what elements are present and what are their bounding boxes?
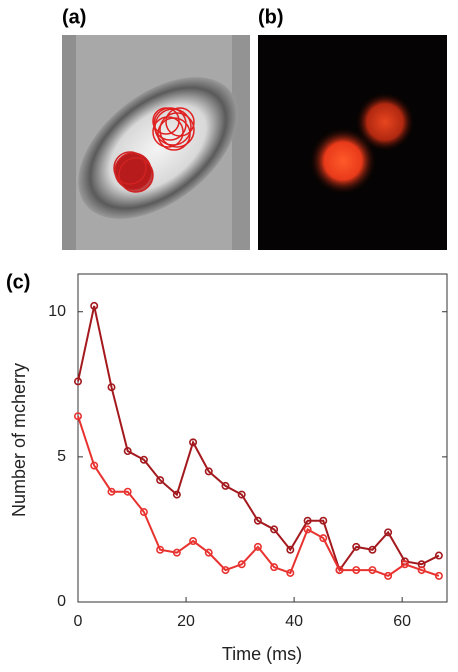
- y-tick-label: 10: [48, 303, 66, 320]
- axes-frame: [77, 273, 448, 603]
- data-point: [172, 490, 181, 499]
- data-point: [172, 548, 181, 557]
- data-point: [221, 481, 230, 490]
- x-axis-label: Time (ms): [222, 644, 302, 664]
- data-point: [123, 447, 132, 456]
- data-point: [253, 542, 262, 551]
- data-point: [368, 545, 377, 554]
- fluorescence-image: [258, 35, 447, 250]
- data-point: [189, 438, 198, 447]
- data-point: [286, 545, 295, 554]
- data-point: [400, 560, 409, 569]
- data-point: [384, 571, 393, 580]
- data-point: [107, 383, 116, 392]
- panel-label: (a): [62, 6, 86, 28]
- x-tick-label: 0: [74, 613, 83, 630]
- data-point: [319, 534, 328, 543]
- data-point: [204, 467, 213, 476]
- data-point: [434, 571, 443, 580]
- data-point: [319, 516, 328, 525]
- data-point: [156, 476, 165, 485]
- data-point: [107, 487, 116, 496]
- data-point: [156, 545, 165, 554]
- data-point: [270, 525, 279, 534]
- data-point: [74, 377, 83, 386]
- x-tick-label: 40: [285, 613, 303, 630]
- x-tick-label: 60: [393, 613, 411, 630]
- panel-label: (c): [6, 271, 30, 293]
- data-point: [368, 566, 377, 575]
- data-point: [384, 528, 393, 537]
- spot-cluster: [113, 151, 154, 193]
- data-point: [74, 412, 83, 421]
- data-point: [286, 568, 295, 577]
- data-point: [237, 560, 246, 569]
- panel-label: (b): [258, 6, 284, 28]
- data-point: [352, 542, 361, 551]
- data-point: [352, 566, 361, 575]
- spot-circles: [152, 107, 195, 151]
- data-point: [90, 301, 99, 310]
- x-tick-label: 20: [177, 613, 195, 630]
- y-tick-label: 0: [57, 593, 66, 610]
- data-point: [123, 487, 132, 496]
- data-point: [90, 461, 99, 470]
- y-axis-label: Number of mcherry: [9, 363, 29, 517]
- data-point: [303, 516, 312, 525]
- data-point: [139, 508, 148, 517]
- data-point: [189, 537, 198, 546]
- series-line: [77, 305, 440, 573]
- data-point: [237, 490, 246, 499]
- series-line: [77, 415, 440, 577]
- data-point: [434, 551, 443, 560]
- data-point: [303, 525, 312, 534]
- data-point: [139, 455, 148, 464]
- data-point: [270, 563, 279, 572]
- data-point: [417, 566, 426, 575]
- brightfield-image: [62, 35, 250, 250]
- plot-area: 0 5 10 0 20 40 60: [48, 273, 448, 630]
- data-point: [221, 566, 230, 575]
- y-tick-label: 5: [57, 448, 66, 465]
- data-point: [335, 566, 344, 575]
- data-point: [204, 548, 213, 557]
- data-point: [253, 516, 262, 525]
